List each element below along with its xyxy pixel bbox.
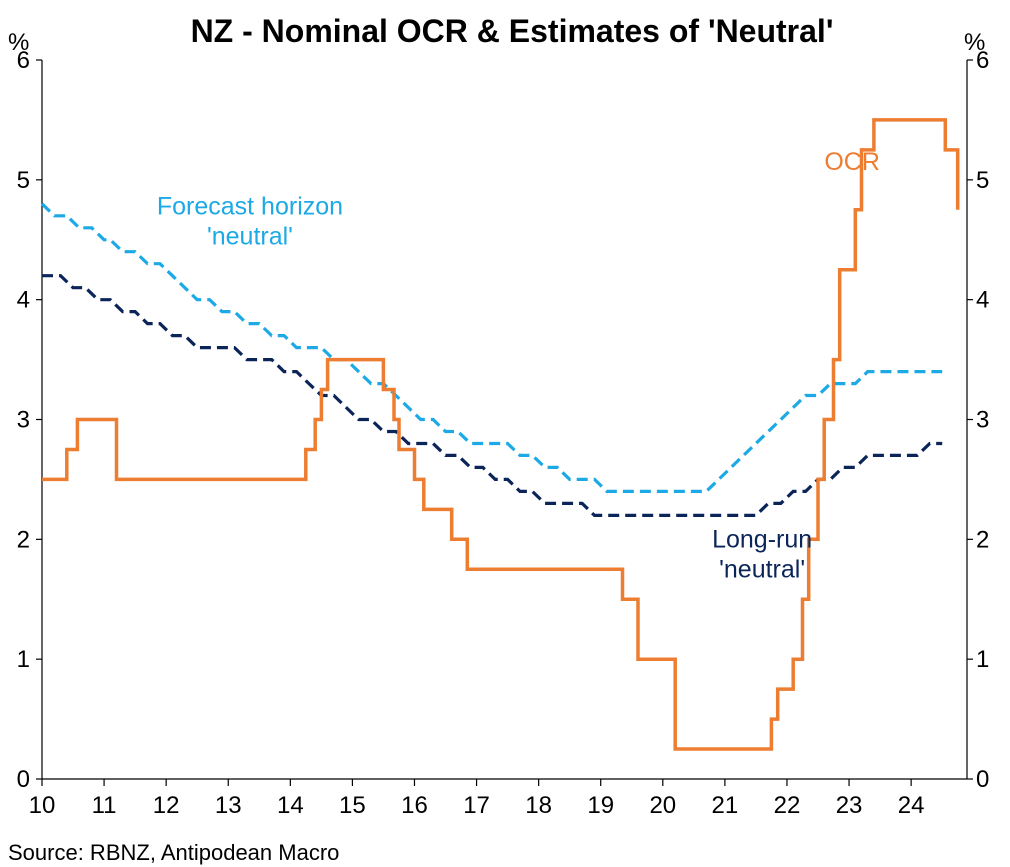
series-line-forecast-neutral [40, 202, 943, 493]
y-tick-label-right: 4 [976, 287, 989, 314]
annotation-longrun: Long-run [712, 526, 812, 554]
source-note: Source: RBNZ, Antipodean Macro [8, 840, 339, 865]
x-tick-label: 12 [153, 792, 180, 819]
x-tick-label: 24 [898, 792, 925, 819]
annotation-ocr: OCR [824, 148, 880, 176]
x-tick-label: 22 [774, 792, 801, 819]
x-tick-label: 13 [215, 792, 242, 819]
x-tick-label: 23 [836, 792, 863, 819]
annotation-longrun: 'neutral' [719, 556, 805, 584]
y-unit-right: % [964, 29, 985, 56]
y-tick-label-left: 3 [17, 407, 30, 434]
annotation-forecast: 'neutral' [207, 223, 293, 251]
annotation-forecast: Forecast horizon [157, 193, 343, 221]
y-tick-label-right: 6 [976, 47, 989, 74]
x-tick-label: 17 [463, 792, 490, 819]
y-unit-left: % [8, 29, 29, 56]
y-tick-label-left: 1 [17, 646, 30, 673]
x-tick-label: 14 [277, 792, 304, 819]
x-tick-label: 16 [401, 792, 428, 819]
x-tick-label: 20 [649, 792, 676, 819]
y-tick-label-left: 2 [17, 526, 30, 553]
y-tick-label-left: 0 [17, 766, 30, 793]
y-tick-label-right: 2 [976, 526, 989, 553]
y-tick-label-right: 1 [976, 646, 989, 673]
chart-title: NZ - Nominal OCR & Estimates of 'Neutral… [191, 13, 834, 49]
series-line-longrun-neutral [42, 274, 943, 517]
axes: 0 01 12 23 34 45 56 610 11 12 13 14 15 16 17 18 19 20 21 22… [17, 47, 990, 819]
x-tick-label: 15 [339, 792, 366, 819]
y-tick-label-right: 3 [976, 407, 989, 434]
series-layer [40, 118, 960, 751]
series-line-ocr [42, 118, 960, 751]
y-tick-label-right: 5 [976, 167, 989, 194]
x-tick-label: 18 [525, 792, 552, 819]
y-tick-label-left: 6 [17, 47, 30, 74]
x-tick-label: 11 [92, 792, 117, 819]
y-tick-label-left: 5 [17, 167, 30, 194]
x-tick-label: 21 [712, 792, 739, 819]
x-tick-label: 19 [587, 792, 614, 819]
x-tick-label: 10 [29, 792, 56, 819]
y-tick-label-right: 0 [976, 766, 989, 793]
y-tick-label-left: 4 [17, 287, 30, 314]
